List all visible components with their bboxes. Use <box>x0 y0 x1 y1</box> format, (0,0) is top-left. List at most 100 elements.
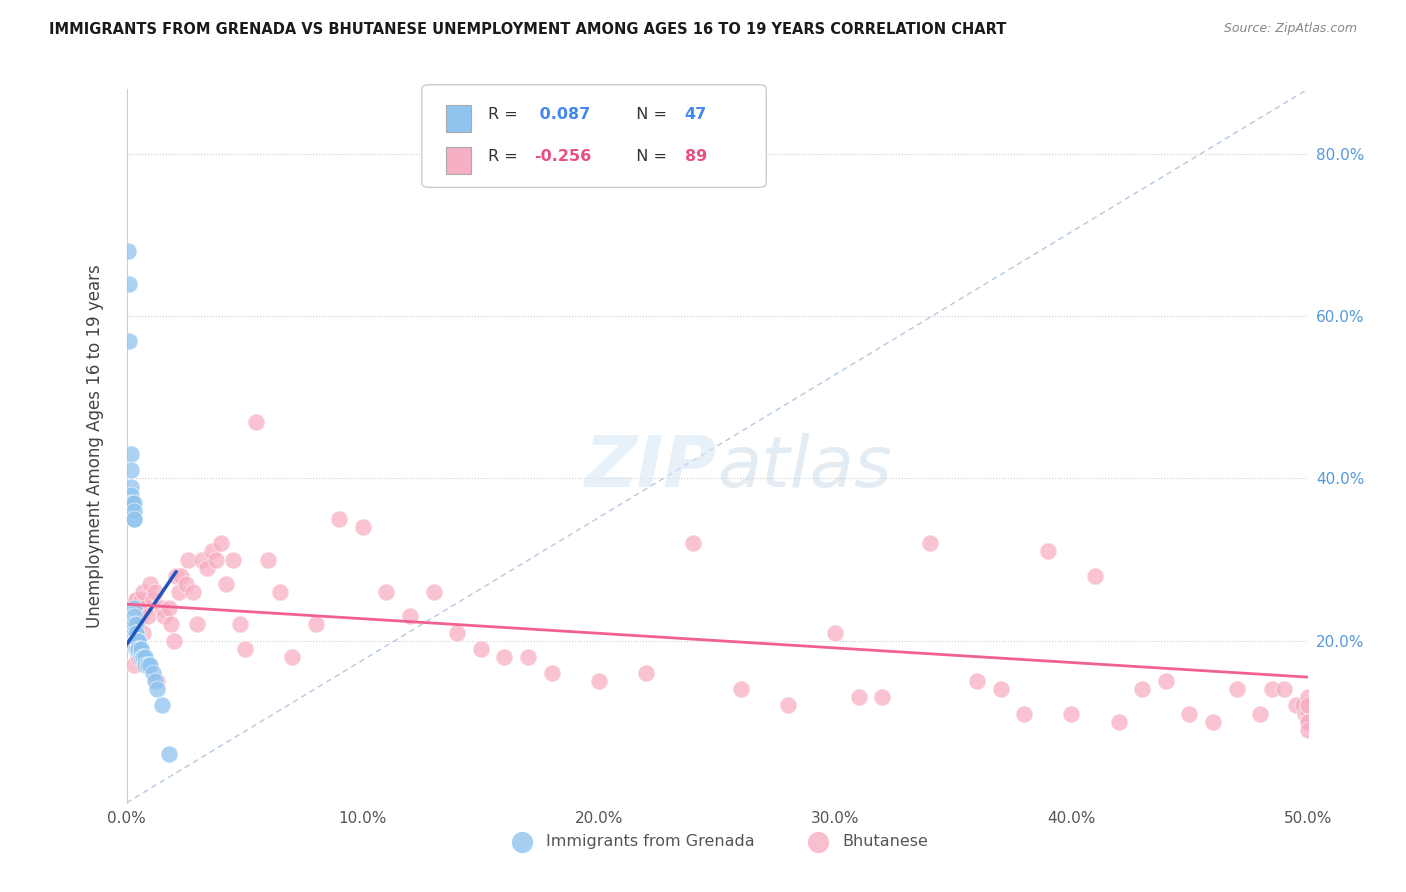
Point <box>1154 674 1177 689</box>
Point <box>134 649 156 664</box>
Point <box>120 617 142 632</box>
Point <box>966 674 988 689</box>
Point <box>990 682 1012 697</box>
Point <box>174 577 197 591</box>
Point <box>281 649 304 664</box>
Point <box>134 601 156 615</box>
Point <box>141 593 163 607</box>
Point <box>129 641 152 656</box>
Point <box>127 633 149 648</box>
Point <box>375 585 398 599</box>
Point <box>120 463 142 477</box>
Point <box>117 244 139 259</box>
Point <box>122 601 145 615</box>
Point <box>494 649 516 664</box>
Point <box>422 585 444 599</box>
Point <box>304 617 326 632</box>
Text: -0.256: -0.256 <box>534 149 592 163</box>
Point <box>1060 706 1083 721</box>
Point <box>1226 682 1249 697</box>
Point <box>125 633 148 648</box>
Point <box>127 617 149 632</box>
Point <box>776 698 799 713</box>
Point <box>132 625 155 640</box>
Point <box>118 277 141 291</box>
Text: Source: ZipAtlas.com: Source: ZipAtlas.com <box>1223 22 1357 36</box>
Point <box>160 617 183 632</box>
Point <box>540 666 562 681</box>
Point <box>848 690 870 705</box>
Point <box>1292 698 1315 713</box>
Point <box>136 657 159 672</box>
Point <box>1296 698 1319 713</box>
Point <box>143 674 166 689</box>
Point <box>122 617 145 632</box>
Point <box>122 504 145 518</box>
Point <box>1294 706 1316 721</box>
Point <box>132 649 155 664</box>
Text: 0.087: 0.087 <box>534 107 591 121</box>
Point <box>120 496 142 510</box>
Point <box>122 512 145 526</box>
Point <box>163 633 186 648</box>
Point <box>139 657 162 672</box>
Text: R =: R = <box>488 107 523 121</box>
Point <box>186 617 208 632</box>
Point <box>125 625 148 640</box>
Point <box>1296 723 1319 737</box>
Point <box>129 641 152 656</box>
Point <box>205 552 228 566</box>
Point <box>872 690 894 705</box>
Point <box>730 682 752 697</box>
Point <box>1036 544 1059 558</box>
Point <box>328 512 350 526</box>
Point <box>1296 706 1319 721</box>
Point <box>150 601 173 615</box>
Point <box>132 649 155 664</box>
Text: N =: N = <box>626 107 672 121</box>
Point <box>446 625 468 640</box>
Point <box>146 682 169 697</box>
Point <box>229 617 252 632</box>
Point <box>181 585 204 599</box>
Point <box>1296 698 1319 713</box>
Point <box>125 593 148 607</box>
Point <box>125 633 148 648</box>
Point <box>1296 714 1319 729</box>
Point <box>136 609 159 624</box>
Point <box>233 641 256 656</box>
Point <box>118 334 141 348</box>
Point <box>129 609 152 624</box>
Point <box>1272 682 1295 697</box>
Text: IMMIGRANTS FROM GRENADA VS BHUTANESE UNEMPLOYMENT AMONG AGES 16 TO 19 YEARS CORR: IMMIGRANTS FROM GRENADA VS BHUTANESE UNE… <box>49 22 1007 37</box>
Point <box>125 633 148 648</box>
Point <box>1108 714 1130 729</box>
Point <box>918 536 941 550</box>
Point <box>120 479 142 493</box>
Point <box>636 666 658 681</box>
Point <box>125 593 148 607</box>
Point <box>129 649 152 664</box>
Point <box>141 666 163 681</box>
Point <box>222 552 245 566</box>
Point <box>139 577 162 591</box>
Point <box>191 552 214 566</box>
Point <box>121 496 143 510</box>
Point <box>1012 706 1035 721</box>
Point <box>209 536 232 550</box>
Point <box>1130 682 1153 697</box>
Point <box>399 609 422 624</box>
Point <box>157 747 180 761</box>
Point <box>352 520 374 534</box>
Point <box>153 609 176 624</box>
Point <box>127 649 149 664</box>
Point <box>200 544 222 558</box>
Point <box>1296 690 1319 705</box>
Point <box>132 585 155 599</box>
Point <box>215 577 238 591</box>
Point <box>118 633 141 648</box>
Point <box>824 625 846 640</box>
Point <box>195 560 218 574</box>
Point <box>125 641 148 656</box>
Point <box>127 641 149 656</box>
